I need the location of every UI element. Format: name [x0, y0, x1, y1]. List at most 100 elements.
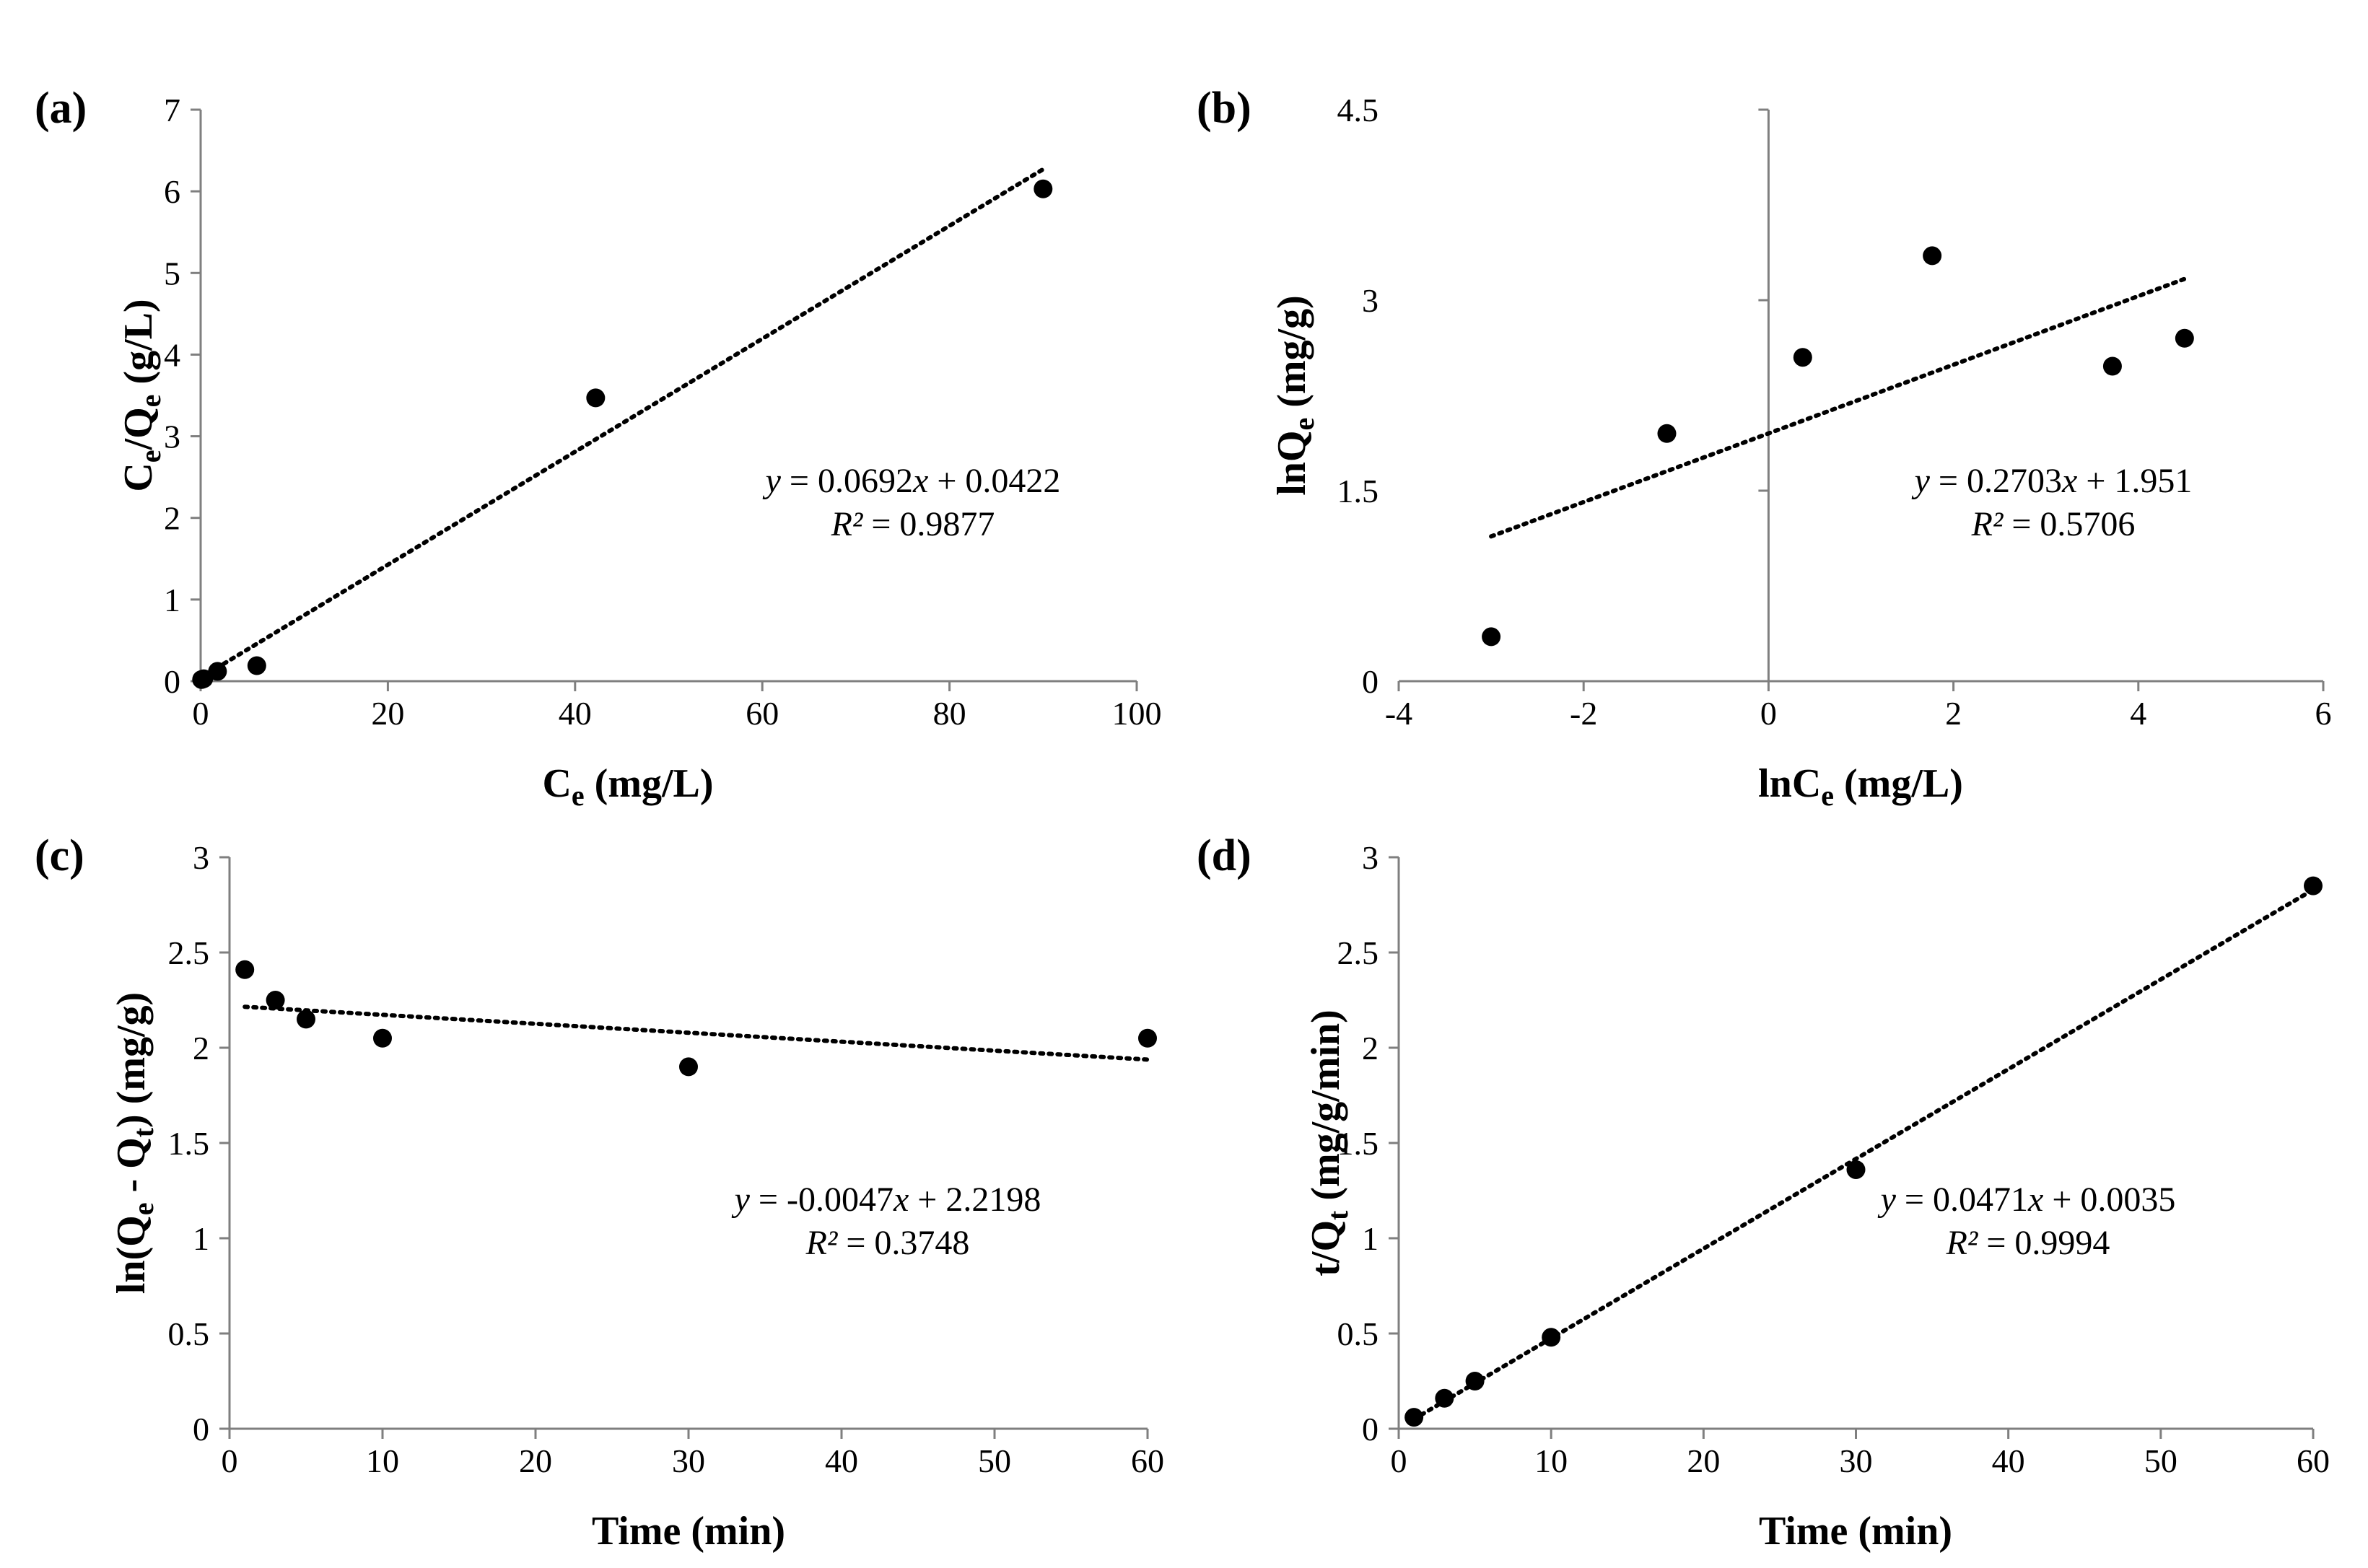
data-point	[208, 662, 227, 681]
equation-slope: = 0.2703	[1930, 462, 2062, 500]
x-tick-label: -2	[1570, 695, 1597, 732]
y-tick-label: 4	[164, 336, 180, 373]
data-point	[1435, 1388, 1454, 1408]
x-axis-title-sub: e	[572, 779, 585, 812]
y-axis-title-sub: e	[134, 450, 167, 463]
r-squared: R² = 0.9994	[1946, 1224, 2110, 1262]
data-point	[2102, 356, 2122, 376]
y-tick-label: 0	[193, 1411, 209, 1447]
data-point	[235, 960, 255, 979]
y-tick-label: 5	[164, 255, 180, 292]
y-tick-label: 3	[193, 839, 209, 876]
equation-slope: = -0.0047	[750, 1181, 894, 1219]
x-axis-title-main: lnC	[1758, 761, 1821, 806]
y-tick-label: 3	[1362, 282, 1379, 319]
x-tick-label: 0	[222, 1442, 238, 1479]
x-tick-label: 50	[2144, 1442, 2177, 1479]
data-point	[297, 1009, 315, 1029]
x-axis-title-main: Time (min)	[592, 1509, 785, 1554]
r-squared-value: = 0.9994	[1978, 1224, 2110, 1262]
y-axis-title-part: (g/L)	[116, 299, 161, 394]
x-tick-label: 0	[193, 695, 209, 732]
data-point	[1034, 179, 1053, 198]
y-tick-label: 1.5	[168, 1125, 210, 1162]
data-point	[1482, 627, 1501, 647]
x-axis-title-rest: (mg/L)	[585, 761, 714, 806]
data-point	[194, 669, 214, 688]
y-tick-label: 0.5	[1337, 1315, 1379, 1352]
x-tick-label: 6	[2315, 695, 2332, 732]
y-tick-label: 3	[164, 419, 180, 455]
trendline	[1412, 888, 2315, 1422]
x-axis-title: Ce (mg/L)	[542, 761, 713, 812]
r-squared-symbol: R²	[1971, 505, 2004, 543]
y-tick-label: 0	[1362, 663, 1379, 700]
y-tick-label: 3	[1362, 839, 1379, 876]
data-point	[1138, 1028, 1157, 1048]
x-tick-label: 60	[2297, 1442, 2330, 1479]
r-squared-symbol: R²	[831, 505, 864, 543]
x-axis-title: Time (min)	[592, 1509, 785, 1554]
equation-lhs: y	[1911, 462, 1931, 500]
y-axis-title-sub: e	[127, 1203, 160, 1216]
equation-intercept: + 0.0422	[928, 462, 1060, 500]
y-tick-label: 0.5	[168, 1315, 210, 1352]
equation-var: x	[2061, 462, 2077, 500]
x-tick-label: -4	[1385, 695, 1412, 732]
r-squared-value: = 0.3748	[837, 1224, 969, 1262]
y-axis-title-part: lnQ	[1270, 431, 1314, 496]
y-tick-label: 2	[164, 500, 180, 537]
chart-panel-2: -4 -2 0 2 4 601.534.5(b)lnCe (mg/L)lnQe (mg/g…	[1197, 84, 2332, 812]
panel-label: (a)	[35, 84, 87, 133]
data-point	[247, 656, 266, 675]
data-point	[586, 388, 606, 408]
x-tick-label: 80	[933, 695, 966, 732]
r-squared: R² = 0.5706	[1971, 505, 2136, 543]
r-squared-symbol: R²	[1946, 1224, 1979, 1262]
data-point	[1657, 424, 1677, 443]
panel-label: (c)	[35, 831, 84, 880]
trendline-equation: y = 0.0692x + 0.0422	[762, 462, 1061, 500]
data-point	[266, 991, 285, 1009]
equation-var: x	[893, 1181, 909, 1219]
x-tick-label: 40	[1992, 1442, 2025, 1479]
y-axis-title-part: /Q	[116, 407, 161, 450]
x-tick-label: 2	[1945, 695, 1962, 732]
y-axis-title: t/Qt (mg/g/min)	[1303, 1009, 1354, 1276]
panel-label: (b)	[1197, 84, 1251, 133]
data-point	[1846, 1160, 1866, 1179]
y-tick-label: 2.5	[168, 934, 210, 971]
y-axis-title-sub: e	[134, 395, 167, 408]
equation-lhs: y	[762, 462, 782, 500]
x-tick-label: 40	[559, 695, 592, 732]
trendline	[1489, 276, 2187, 539]
x-tick-label: 0	[1760, 695, 1777, 732]
y-tick-label: 0	[1362, 1411, 1379, 1447]
y-tick-label: 1	[1362, 1220, 1379, 1257]
y-axis-title-part: ln(Q	[109, 1215, 154, 1294]
r-squared: R² = 0.9877	[831, 505, 995, 543]
chart-panel-3: 0 10 20 30 40 50 60 0 0.5 1 1.5 2 2.5 3 (c) Time (min) l…	[35, 831, 1164, 1554]
equation-lhs: y	[1877, 1181, 1897, 1219]
equation-lhs: y	[731, 1181, 751, 1219]
x-tick-label: 20	[1687, 1442, 1720, 1479]
x-tick-label: 60	[746, 695, 779, 732]
y-tick-label: 1	[164, 582, 180, 618]
y-axis-title-part: ) (mg/g)	[109, 992, 154, 1128]
y-axis-title-sub: t	[127, 1127, 160, 1137]
equation-var: x	[2027, 1181, 2043, 1219]
y-tick-label: 2	[193, 1030, 209, 1066]
trendline	[199, 167, 1046, 680]
y-axis-title-sub: t	[1321, 1210, 1354, 1220]
x-tick-label: 100	[1112, 695, 1162, 732]
x-tick-label: 30	[672, 1442, 705, 1479]
x-tick-label: 10	[1534, 1442, 1568, 1479]
equation-intercept: + 2.2198	[909, 1181, 1041, 1219]
data-point	[679, 1057, 698, 1077]
x-tick-label: 40	[825, 1442, 858, 1479]
x-tick-label: 10	[366, 1442, 399, 1479]
x-axis-title-main: Time (min)	[1759, 1509, 1952, 1554]
y-axis-title: lnQe (mg/g)	[1270, 295, 1320, 496]
